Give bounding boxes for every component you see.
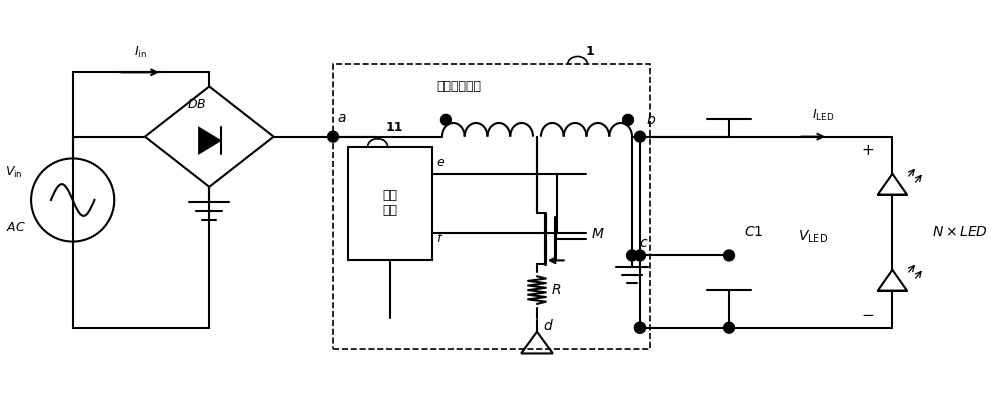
- Text: $I_{\rm in}$: $I_{\rm in}$: [134, 45, 146, 61]
- Text: $M$: $M$: [591, 227, 605, 241]
- Polygon shape: [878, 174, 907, 194]
- Text: $d$: $d$: [543, 318, 554, 333]
- Polygon shape: [878, 270, 907, 291]
- Circle shape: [627, 250, 637, 261]
- Text: 11: 11: [386, 121, 403, 134]
- Text: $DB$: $DB$: [187, 99, 206, 111]
- Bar: [348, 146, 432, 260]
- Circle shape: [440, 114, 451, 125]
- Text: 控制
模块: 控制 模块: [382, 189, 397, 217]
- Text: $C1$: $C1$: [744, 225, 763, 239]
- Text: $e$: $e$: [436, 156, 445, 169]
- Text: $+$: $+$: [861, 143, 875, 158]
- Circle shape: [328, 131, 338, 142]
- Text: $-$: $-$: [861, 306, 875, 321]
- Text: $f$: $f$: [436, 231, 444, 245]
- Bar: [333, 65, 650, 350]
- Text: 1: 1: [585, 45, 594, 59]
- Text: $a$: $a$: [337, 111, 347, 125]
- Circle shape: [623, 114, 634, 125]
- Text: $R$: $R$: [551, 283, 561, 297]
- Circle shape: [634, 322, 645, 333]
- Text: 恒流驱动模块: 恒流驱动模块: [436, 80, 481, 93]
- Circle shape: [724, 250, 734, 261]
- Polygon shape: [198, 127, 221, 154]
- Circle shape: [634, 250, 645, 261]
- Text: $N\times LED$: $N\times LED$: [932, 225, 988, 239]
- Text: $V_{\rm in}$: $V_{\rm in}$: [5, 165, 23, 180]
- Circle shape: [724, 322, 734, 333]
- Circle shape: [634, 131, 645, 142]
- Text: $b$: $b$: [646, 112, 656, 127]
- Circle shape: [634, 322, 645, 333]
- Text: $c$: $c$: [639, 237, 648, 251]
- Text: $AC$: $AC$: [6, 221, 26, 234]
- Text: $V_{\rm LED}$: $V_{\rm LED}$: [798, 229, 828, 245]
- Text: $I_{\rm LED}$: $I_{\rm LED}$: [812, 108, 834, 123]
